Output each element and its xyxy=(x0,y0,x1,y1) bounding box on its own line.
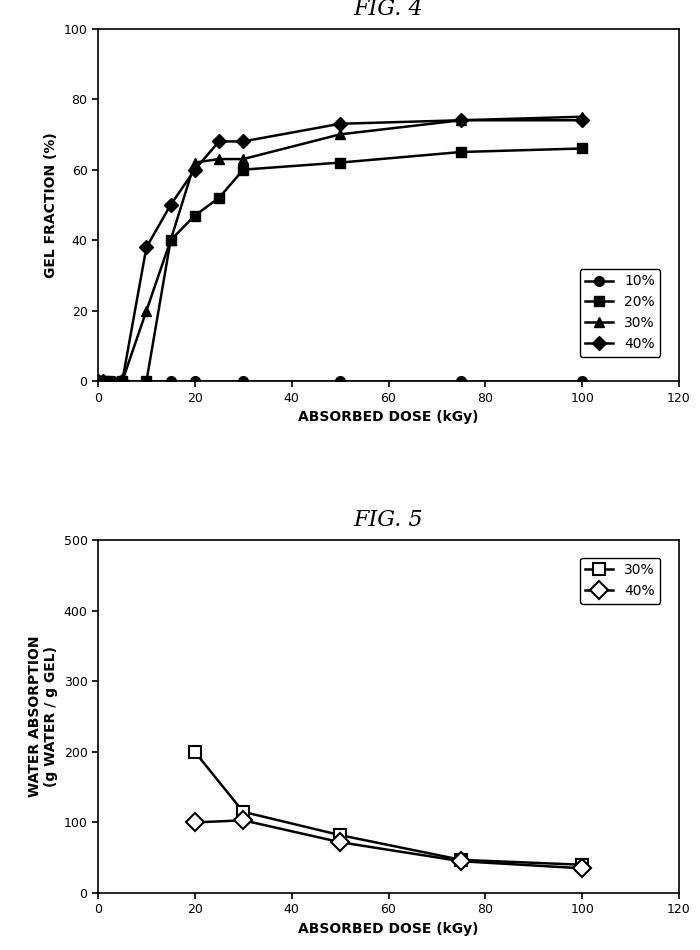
20% xyxy=(578,142,587,154)
20% xyxy=(336,157,344,168)
40% xyxy=(239,814,248,826)
30% xyxy=(142,305,150,316)
40% xyxy=(578,863,587,874)
10% xyxy=(108,375,117,387)
30% xyxy=(190,746,199,757)
Y-axis label: GEL FRACTION (%): GEL FRACTION (%) xyxy=(44,132,58,277)
30% xyxy=(239,807,248,818)
20% xyxy=(239,164,248,176)
30% xyxy=(190,157,199,168)
Title: FIG. 4: FIG. 4 xyxy=(354,0,424,20)
40% xyxy=(118,375,127,387)
10% xyxy=(142,375,150,387)
40% xyxy=(457,115,466,126)
Title: FIG. 5: FIG. 5 xyxy=(354,509,424,531)
10% xyxy=(336,375,344,387)
40% xyxy=(94,375,102,387)
20% xyxy=(94,375,102,387)
30% xyxy=(578,111,587,123)
20% xyxy=(167,235,175,246)
40% xyxy=(336,837,344,848)
10% xyxy=(190,375,199,387)
Line: 30%: 30% xyxy=(188,746,589,871)
30% xyxy=(336,829,344,841)
10% xyxy=(578,375,587,387)
10% xyxy=(99,375,107,387)
30% xyxy=(215,153,223,164)
Line: 10%: 10% xyxy=(93,376,587,387)
Legend: 30%, 40%: 30%, 40% xyxy=(580,558,660,604)
20% xyxy=(99,375,107,387)
Legend: 10%, 20%, 30%, 40%: 10%, 20%, 30%, 40% xyxy=(580,269,660,357)
40% xyxy=(457,856,466,867)
20% xyxy=(104,375,112,387)
30% xyxy=(239,153,248,164)
20% xyxy=(142,375,150,387)
30% xyxy=(99,375,107,387)
20% xyxy=(457,146,466,158)
Line: 40%: 40% xyxy=(188,814,589,875)
10% xyxy=(167,375,175,387)
10% xyxy=(94,375,102,387)
40% xyxy=(190,164,199,176)
30% xyxy=(578,859,587,870)
10% xyxy=(457,375,466,387)
40% xyxy=(99,375,107,387)
30% xyxy=(457,115,466,126)
30% xyxy=(118,375,127,387)
30% xyxy=(336,128,344,140)
20% xyxy=(118,375,127,387)
40% xyxy=(336,118,344,129)
40% xyxy=(239,136,248,147)
X-axis label: ABSORBED DOSE (kGy): ABSORBED DOSE (kGy) xyxy=(298,410,479,425)
30% xyxy=(167,235,175,246)
40% xyxy=(167,200,175,211)
Line: 30%: 30% xyxy=(93,112,587,387)
10% xyxy=(104,375,112,387)
10% xyxy=(118,375,127,387)
40% xyxy=(190,817,199,828)
30% xyxy=(457,854,466,865)
40% xyxy=(215,136,223,147)
40% xyxy=(578,115,587,126)
20% xyxy=(215,192,223,203)
X-axis label: ABSORBED DOSE (kGy): ABSORBED DOSE (kGy) xyxy=(298,922,479,936)
Y-axis label: WATER ABSORPTION
(g WATER / g GEL): WATER ABSORPTION (g WATER / g GEL) xyxy=(28,636,58,797)
30% xyxy=(94,375,102,387)
10% xyxy=(239,375,248,387)
20% xyxy=(190,210,199,221)
40% xyxy=(142,241,150,253)
Line: 20%: 20% xyxy=(93,143,587,387)
Line: 40%: 40% xyxy=(93,115,587,387)
